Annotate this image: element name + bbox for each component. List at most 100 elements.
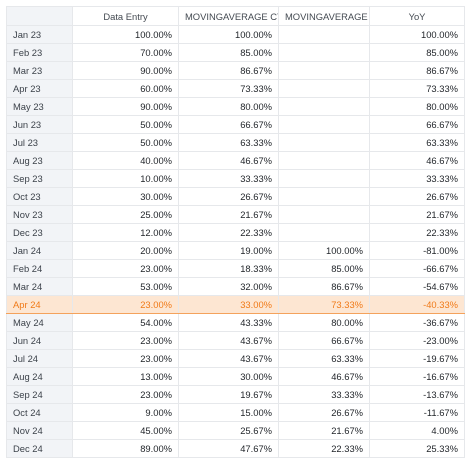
row-header-cell[interactable]: Apr 24 [6, 295, 73, 314]
cell-yoy[interactable]: 63.33% [369, 133, 465, 152]
cell-data-entry[interactable]: 50.00% [72, 115, 179, 134]
cell-movingaverage-py[interactable] [278, 169, 370, 188]
table-row[interactable]: Aug 23 40.00% 46.67% 46.67% [6, 151, 465, 170]
cell-data-entry[interactable]: 90.00% [72, 97, 179, 116]
cell-movingaverage-py[interactable]: 22.33% [278, 439, 370, 458]
cell-yoy[interactable]: -81.00% [369, 241, 465, 260]
row-header-cell[interactable]: Mar 24 [6, 277, 73, 296]
row-header-cell[interactable]: Mar 23 [6, 61, 73, 80]
cell-movingaverage-cy[interactable]: 19.67% [178, 385, 279, 404]
row-header-cell[interactable]: Jan 24 [6, 241, 73, 260]
cell-movingaverage-cy[interactable]: 46.67% [178, 151, 279, 170]
cell-movingaverage-cy[interactable]: 26.67% [178, 187, 279, 206]
table-row[interactable]: Jul 23 50.00% 63.33% 63.33% [6, 133, 465, 152]
cell-yoy[interactable]: 100.00% [369, 25, 465, 44]
cell-data-entry[interactable]: 13.00% [72, 367, 179, 386]
cell-data-entry[interactable]: 10.00% [72, 169, 179, 188]
cell-movingaverage-py[interactable] [278, 97, 370, 116]
cell-movingaverage-cy[interactable]: 18.33% [178, 259, 279, 278]
cell-data-entry[interactable]: 70.00% [72, 43, 179, 62]
cell-yoy[interactable]: 46.67% [369, 151, 465, 170]
cell-movingaverage-cy[interactable]: 30.00% [178, 367, 279, 386]
table-row[interactable]: Feb 24 23.00% 18.33% 85.00% -66.67% [6, 259, 465, 278]
cell-movingaverage-py[interactable] [278, 187, 370, 206]
cell-movingaverage-cy[interactable]: 66.67% [178, 115, 279, 134]
cell-movingaverage-cy[interactable]: 47.67% [178, 439, 279, 458]
cell-movingaverage-py[interactable] [278, 79, 370, 98]
cell-data-entry[interactable]: 54.00% [72, 313, 179, 332]
cell-data-entry[interactable]: 23.00% [72, 349, 179, 368]
cell-movingaverage-cy[interactable]: 21.67% [178, 205, 279, 224]
cell-data-entry[interactable]: 12.00% [72, 223, 179, 242]
cell-movingaverage-py[interactable] [278, 61, 370, 80]
cell-yoy[interactable]: 22.33% [369, 223, 465, 242]
table-row[interactable]: Mar 24 53.00% 32.00% 86.67% -54.67% [6, 277, 465, 296]
cell-data-entry[interactable]: 53.00% [72, 277, 179, 296]
column-header-movingaverage-cy[interactable]: MOVINGAVERAGE CY [178, 6, 279, 26]
cell-movingaverage-cy[interactable]: 33.33% [178, 169, 279, 188]
table-row[interactable]: Jan 23 100.00% 100.00% 100.00% [6, 25, 465, 44]
cell-data-entry[interactable]: 25.00% [72, 205, 179, 224]
cell-yoy[interactable]: 85.00% [369, 43, 465, 62]
table-row[interactable]: Jun 23 50.00% 66.67% 66.67% [6, 115, 465, 134]
row-header-cell[interactable]: May 23 [6, 97, 73, 116]
cell-yoy[interactable]: -13.67% [369, 385, 465, 404]
table-row[interactable]: Apr 24 23.00% 33.00% 73.33% -40.33% [6, 295, 465, 314]
row-header-cell[interactable]: Aug 24 [6, 367, 73, 386]
cell-movingaverage-py[interactable]: 63.33% [278, 349, 370, 368]
cell-data-entry[interactable]: 100.00% [72, 25, 179, 44]
table-row[interactable]: Oct 23 30.00% 26.67% 26.67% [6, 187, 465, 206]
cell-data-entry[interactable]: 23.00% [72, 331, 179, 350]
cell-data-entry[interactable]: 23.00% [72, 385, 179, 404]
table-row[interactable]: Jul 24 23.00% 43.67% 63.33% -19.67% [6, 349, 465, 368]
cell-data-entry[interactable]: 23.00% [72, 259, 179, 278]
row-header-cell[interactable]: Jul 23 [6, 133, 73, 152]
cell-yoy[interactable]: -23.00% [369, 331, 465, 350]
cell-yoy[interactable]: 66.67% [369, 115, 465, 134]
cell-movingaverage-cy[interactable]: 63.33% [178, 133, 279, 152]
table-row[interactable]: May 23 90.00% 80.00% 80.00% [6, 97, 465, 116]
cell-yoy[interactable]: 21.67% [369, 205, 465, 224]
cell-yoy[interactable]: 86.67% [369, 61, 465, 80]
cell-yoy[interactable]: -54.67% [369, 277, 465, 296]
row-header-cell[interactable]: Sep 24 [6, 385, 73, 404]
cell-movingaverage-py[interactable]: 73.33% [278, 295, 370, 314]
cell-movingaverage-cy[interactable]: 43.67% [178, 331, 279, 350]
cell-movingaverage-py[interactable] [278, 25, 370, 44]
cell-movingaverage-py[interactable]: 86.67% [278, 277, 370, 296]
cell-yoy[interactable]: 26.67% [369, 187, 465, 206]
row-header-cell[interactable]: Jul 24 [6, 349, 73, 368]
table-row[interactable]: Dec 23 12.00% 22.33% 22.33% [6, 223, 465, 242]
cell-movingaverage-py[interactable]: 26.67% [278, 403, 370, 422]
row-header-cell[interactable]: Nov 23 [6, 205, 73, 224]
cell-movingaverage-cy[interactable]: 19.00% [178, 241, 279, 260]
row-header-cell[interactable]: Feb 24 [6, 259, 73, 278]
cell-movingaverage-cy[interactable]: 80.00% [178, 97, 279, 116]
cell-movingaverage-py[interactable] [278, 133, 370, 152]
cell-movingaverage-cy[interactable]: 73.33% [178, 79, 279, 98]
row-header-cell[interactable]: Nov 24 [6, 421, 73, 440]
cell-movingaverage-py[interactable] [278, 223, 370, 242]
cell-movingaverage-py[interactable] [278, 43, 370, 62]
table-row[interactable]: Aug 24 13.00% 30.00% 46.67% -16.67% [6, 367, 465, 386]
table-row[interactable]: Jan 24 20.00% 19.00% 100.00% -81.00% [6, 241, 465, 260]
cell-data-entry[interactable]: 45.00% [72, 421, 179, 440]
table-row[interactable]: Apr 23 60.00% 73.33% 73.33% [6, 79, 465, 98]
cell-yoy[interactable]: 73.33% [369, 79, 465, 98]
cell-data-entry[interactable]: 90.00% [72, 61, 179, 80]
cell-movingaverage-py[interactable]: 33.33% [278, 385, 370, 404]
table-row[interactable]: Jun 24 23.00% 43.67% 66.67% -23.00% [6, 331, 465, 350]
cell-movingaverage-cy[interactable]: 22.33% [178, 223, 279, 242]
row-header-cell[interactable]: Oct 24 [6, 403, 73, 422]
cell-movingaverage-py[interactable] [278, 115, 370, 134]
table-row[interactable]: May 24 54.00% 43.33% 80.00% -36.67% [6, 313, 465, 332]
cell-movingaverage-cy[interactable]: 86.67% [178, 61, 279, 80]
cell-movingaverage-py[interactable]: 46.67% [278, 367, 370, 386]
table-row[interactable]: Sep 24 23.00% 19.67% 33.33% -13.67% [6, 385, 465, 404]
cell-movingaverage-py[interactable] [278, 205, 370, 224]
cell-movingaverage-cy[interactable]: 85.00% [178, 43, 279, 62]
cell-yoy[interactable]: -19.67% [369, 349, 465, 368]
cell-movingaverage-py[interactable]: 66.67% [278, 331, 370, 350]
row-header-cell[interactable]: Dec 24 [6, 439, 73, 458]
row-header-cell[interactable]: Sep 23 [6, 169, 73, 188]
